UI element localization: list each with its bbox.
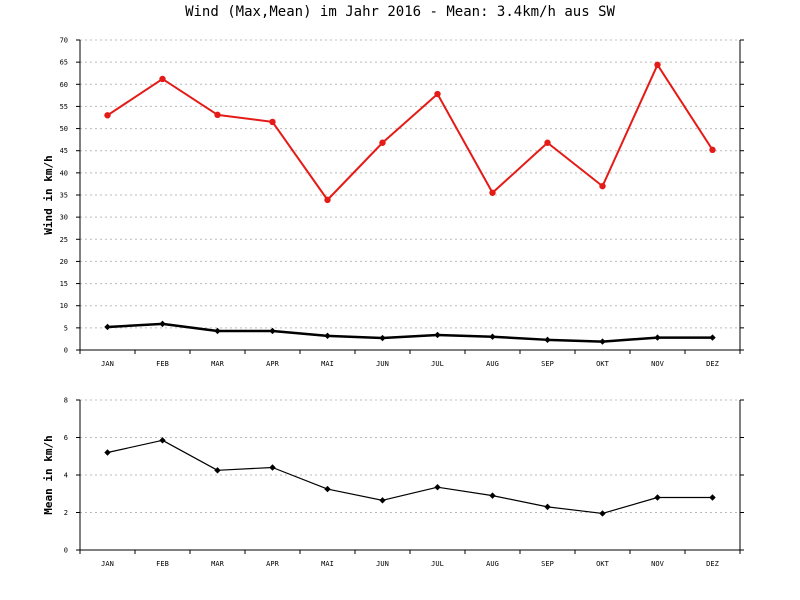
x-tick-label: MAI xyxy=(321,360,334,368)
y-tick-label: 40 xyxy=(60,169,68,177)
x-tick-label: DEZ xyxy=(706,360,719,368)
data-point xyxy=(709,494,716,501)
y-tick-label: 70 xyxy=(60,37,68,45)
y-tick-label: 60 xyxy=(60,81,68,89)
y-tick-label: 8 xyxy=(64,397,68,405)
data-point xyxy=(269,118,276,126)
data-point xyxy=(544,336,551,344)
data-point xyxy=(214,327,221,335)
x-tick-label: OKT xyxy=(596,560,609,568)
x-tick-label: AUG xyxy=(486,560,499,568)
x-tick-label: JUN xyxy=(376,560,389,568)
y-tick-label: 45 xyxy=(60,147,68,155)
data-point xyxy=(654,494,661,501)
data-point xyxy=(709,334,716,341)
y-tick-label: 10 xyxy=(60,302,68,310)
data-point xyxy=(104,323,111,331)
x-tick-label: NOV xyxy=(651,360,664,368)
data-point xyxy=(269,327,276,335)
y-tick-label: 65 xyxy=(60,59,68,67)
y-tick-label: 30 xyxy=(60,214,68,222)
y-tick-label: 5 xyxy=(64,324,68,332)
max-mean-panel: 0 5 10 15 20 25 30 35 40 45 50 55 60 65 70 JAN FEB MAR APR… xyxy=(42,37,744,368)
data-point xyxy=(269,464,276,471)
data-point xyxy=(104,112,111,119)
data-point xyxy=(324,332,331,340)
data-point xyxy=(654,61,661,68)
x-tick-label: JUL xyxy=(431,360,444,368)
x-tick-label: MAI xyxy=(321,560,334,568)
y-tick-label: 2 xyxy=(64,509,68,517)
y-axis-title: Mean in km/h xyxy=(42,435,55,514)
y-tick-label: 0 xyxy=(64,347,68,355)
x-tick-label: FEB xyxy=(156,360,169,368)
data-point xyxy=(379,497,386,504)
x-tick-label: AUG xyxy=(486,360,499,368)
data-point xyxy=(434,331,441,339)
data-point xyxy=(544,139,551,146)
x-tick-label: SEP xyxy=(541,360,554,368)
data-point xyxy=(434,483,441,491)
series-line xyxy=(106,63,714,201)
data-point xyxy=(654,334,661,341)
series-line xyxy=(107,322,713,343)
y-tick-label: 55 xyxy=(60,103,68,111)
data-point xyxy=(379,334,386,342)
data-point xyxy=(599,338,606,345)
data-point xyxy=(214,111,221,119)
y-tick-label: 25 xyxy=(60,236,68,244)
chart-title: Wind (Max,Mean) im Jahr 2016 - Mean: 3.4… xyxy=(185,4,615,20)
x-tick-label: SEP xyxy=(541,560,554,568)
y-tick-label: 6 xyxy=(64,434,68,442)
data-point xyxy=(379,139,386,146)
x-tick-label: NOV xyxy=(651,560,664,568)
series-line xyxy=(107,439,713,515)
y-tick-label: 0 xyxy=(64,547,68,555)
x-tick-label: FEB xyxy=(156,560,169,568)
x-tick-label: APR xyxy=(266,360,279,368)
x-tick-label: JUN xyxy=(376,360,389,368)
x-tick-label: MAR xyxy=(211,360,224,368)
data-point xyxy=(489,189,496,196)
mean-panel: 0 2 4 6 8 JAN FEB MAR APR MAI JUN JUL AUG SEP OKT NOV DE… xyxy=(42,397,744,568)
data-point xyxy=(489,333,496,340)
x-tick-label: JAN xyxy=(101,560,114,568)
y-tick-label: 50 xyxy=(60,125,68,133)
data-point xyxy=(599,510,606,517)
y-axis-title: Wind in km/h xyxy=(42,155,55,234)
data-point xyxy=(544,503,551,511)
data-point xyxy=(159,320,166,328)
x-tick-label: DEZ xyxy=(706,560,719,568)
data-point xyxy=(599,182,606,190)
data-point xyxy=(434,90,441,98)
data-point xyxy=(214,467,221,474)
x-tick-label: MAR xyxy=(211,560,224,568)
data-point xyxy=(159,75,166,83)
data-point xyxy=(104,449,111,456)
x-tick-label: APR xyxy=(266,560,279,568)
data-point xyxy=(709,146,716,154)
x-tick-label: OKT xyxy=(596,360,609,368)
data-point xyxy=(159,437,166,444)
data-point xyxy=(324,196,331,204)
y-tick-label: 15 xyxy=(60,280,68,288)
x-tick-label: JAN xyxy=(101,360,114,368)
y-tick-label: 4 xyxy=(64,472,68,480)
x-tick-label: JUL xyxy=(431,560,444,568)
y-tick-label: 20 xyxy=(60,258,68,266)
data-point xyxy=(324,485,331,493)
y-tick-label: 35 xyxy=(60,192,68,200)
data-point xyxy=(489,492,496,499)
